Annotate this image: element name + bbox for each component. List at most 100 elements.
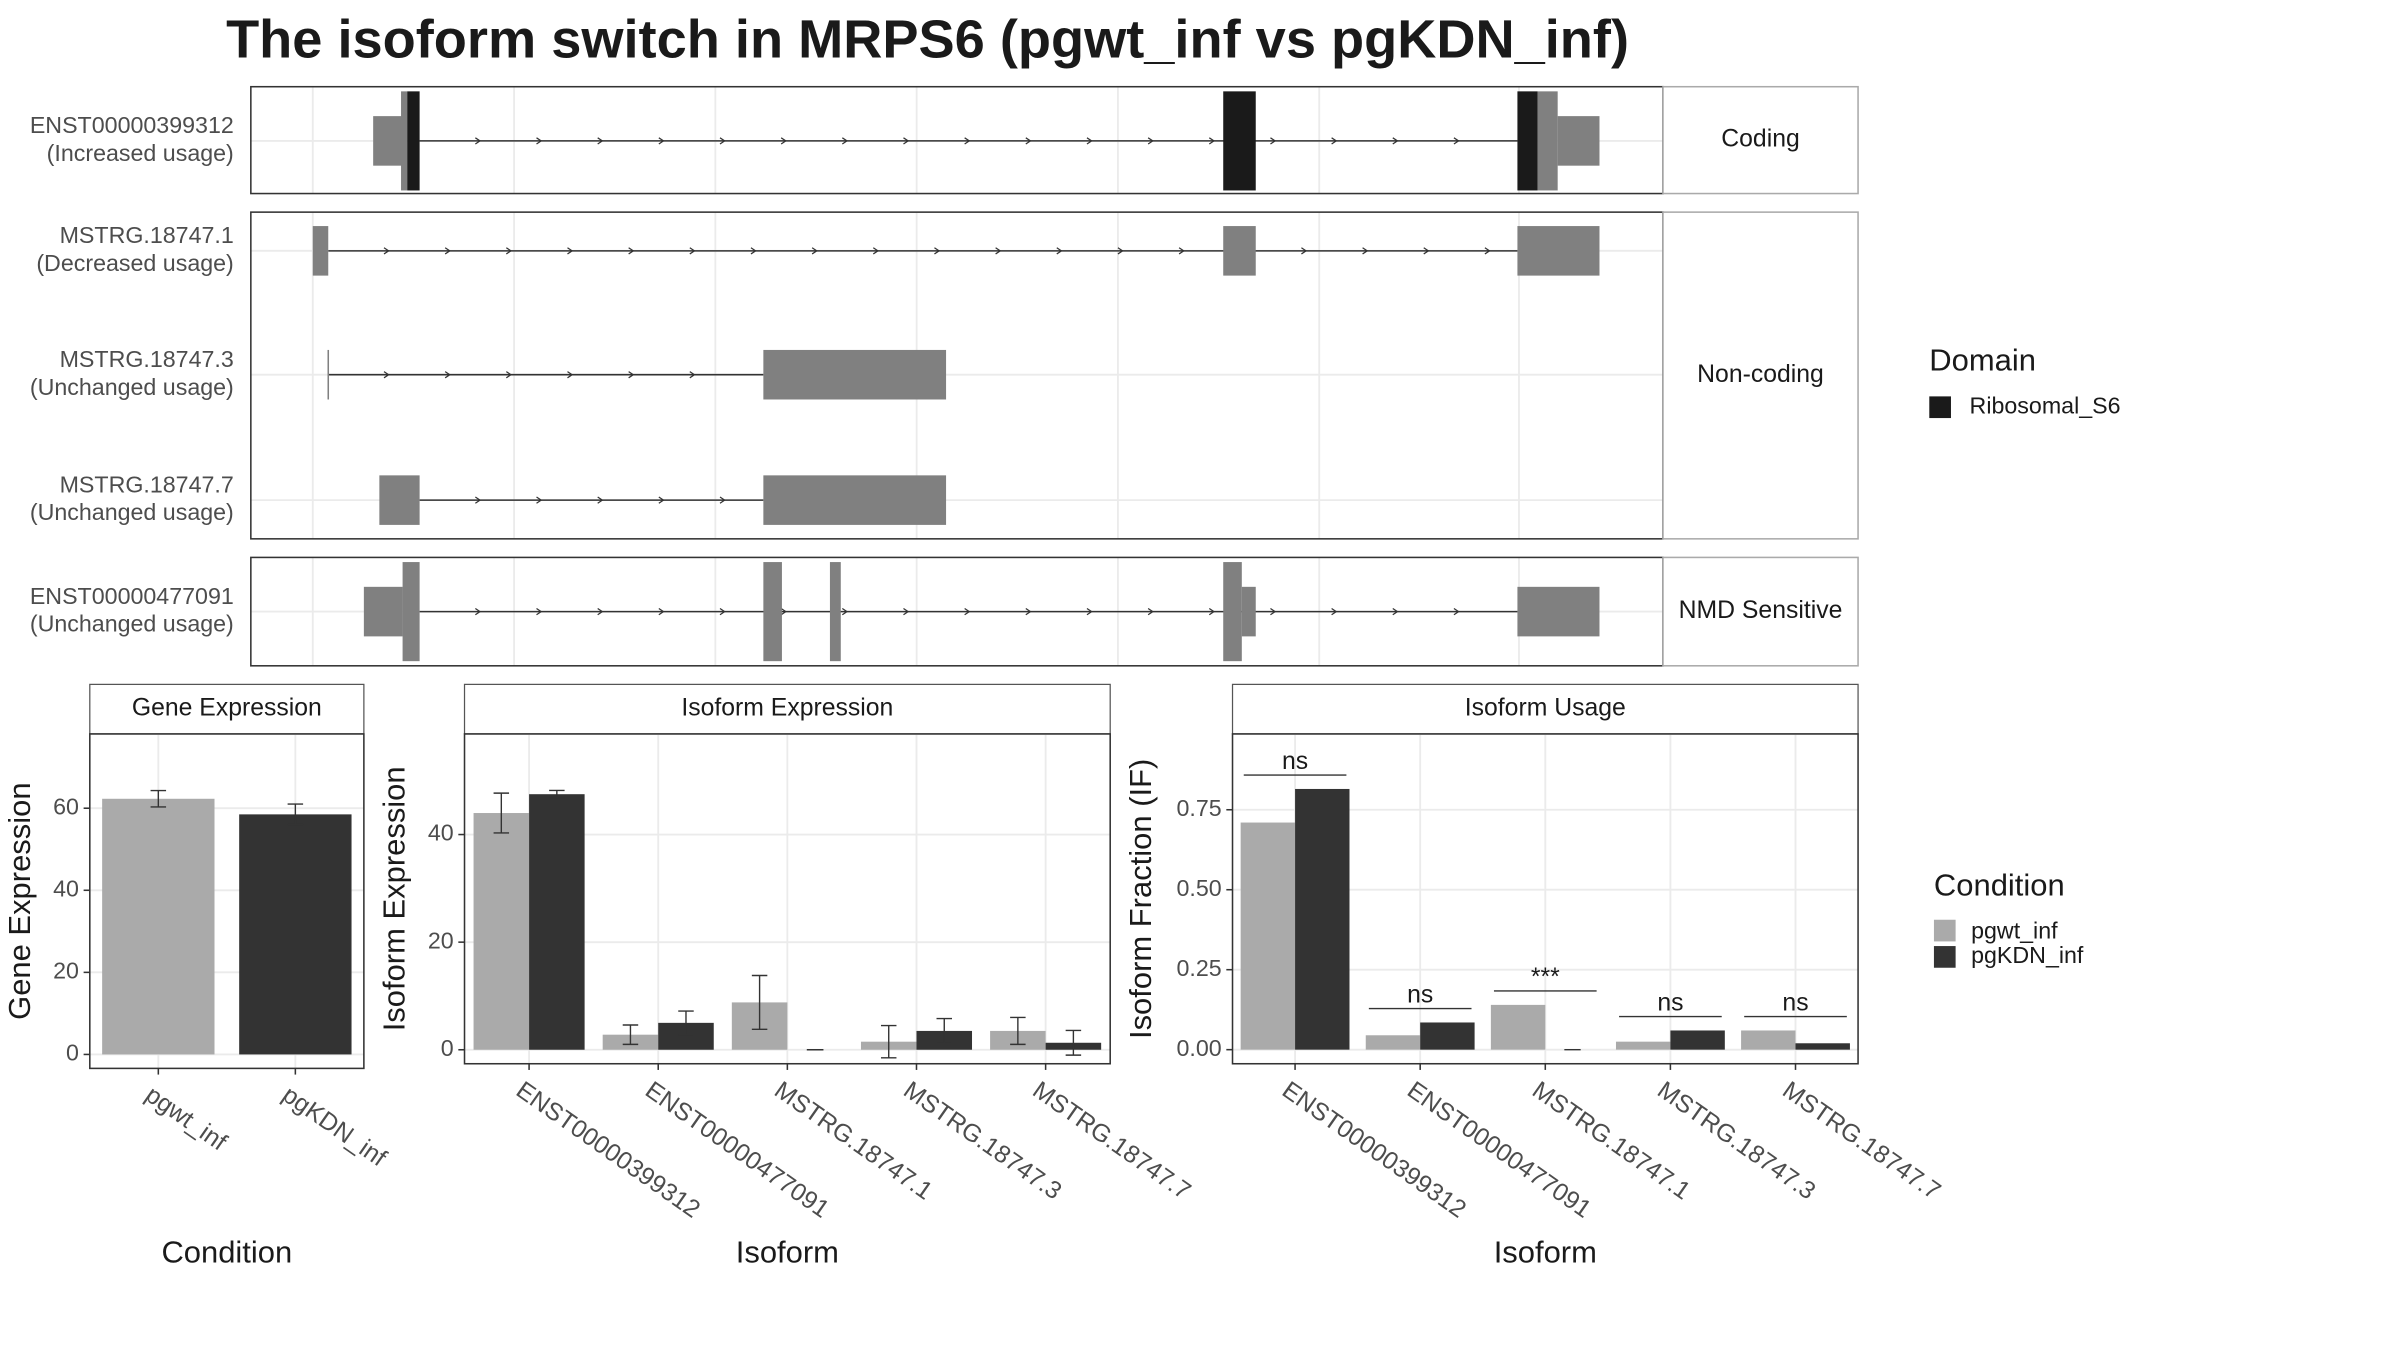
bar xyxy=(1240,822,1296,1050)
strand-arrow xyxy=(1484,247,1491,255)
bar xyxy=(1615,1041,1671,1050)
strand-arrow xyxy=(1086,137,1093,145)
strand-arrow xyxy=(1453,608,1460,616)
strip xyxy=(1662,211,1859,540)
strip xyxy=(89,683,365,735)
transcript-name: ENST00000399312 xyxy=(30,112,234,138)
x-tick-label: pgKDN_inf xyxy=(277,1081,391,1172)
y-tick-label: 0 xyxy=(66,1040,79,1066)
strand-arrow xyxy=(1362,247,1369,255)
exon xyxy=(763,475,947,525)
error-bar xyxy=(936,1017,952,1044)
legend-title: Domain xyxy=(1929,342,2036,377)
exon xyxy=(402,562,420,662)
strand-arrow xyxy=(475,137,482,145)
error-bar xyxy=(1065,1029,1082,1056)
x-axis-label: Isoform xyxy=(736,1234,839,1269)
strand-arrow xyxy=(505,371,513,379)
bar xyxy=(1490,1004,1546,1050)
strand-arrow xyxy=(383,247,390,255)
strand-arrow xyxy=(444,247,451,255)
strand-arrow xyxy=(689,371,696,379)
strand-arrow xyxy=(475,496,482,504)
bar xyxy=(1295,788,1350,1050)
y-tick-label: 40 xyxy=(428,820,454,846)
strand-arrow xyxy=(903,608,910,616)
y-tick-label: 0 xyxy=(441,1035,454,1061)
exon xyxy=(1223,226,1256,276)
strand-arrow xyxy=(689,247,696,255)
strand-arrow xyxy=(1178,247,1185,255)
error-bar xyxy=(678,1010,694,1036)
significance-label: *** xyxy=(1531,964,1560,991)
panel-border xyxy=(89,733,365,1070)
strip-label: Gene Expression xyxy=(132,695,322,722)
strand-arrow xyxy=(750,247,757,255)
exon xyxy=(401,91,408,191)
strand-arrow xyxy=(536,608,543,616)
x-axis-label: Isoform xyxy=(1494,1234,1597,1269)
strand-arrow xyxy=(1423,247,1430,255)
x-axis-label: Condition xyxy=(161,1234,292,1269)
transcript-usage: (Unchanged usage) xyxy=(30,374,234,400)
exon xyxy=(763,562,782,662)
bar xyxy=(1420,1022,1475,1050)
y-tick-label: 60 xyxy=(53,793,79,819)
strand-arrow xyxy=(658,137,665,145)
transcript-name: MSTRG.18747.1 xyxy=(60,222,234,248)
strand-arrow xyxy=(780,137,787,145)
strand-arrow xyxy=(1270,137,1277,145)
strand-arrow xyxy=(444,371,451,379)
significance-label: ns xyxy=(1282,748,1308,775)
strand-arrow xyxy=(658,496,665,504)
strand-arrow xyxy=(1392,137,1399,145)
strand-arrow xyxy=(1208,608,1216,616)
figure-title: The isoform switch in MRPS6 (pgwt_inf vs… xyxy=(226,10,1629,70)
transcript-name: ENST00000477091 xyxy=(30,583,234,609)
strand-arrow xyxy=(719,496,726,504)
strand-arrow xyxy=(536,496,543,504)
error-bar xyxy=(549,789,565,799)
strand-arrow xyxy=(1117,247,1124,255)
strand-arrow xyxy=(964,137,971,145)
strand-arrow xyxy=(658,608,665,616)
legend-label: pgKDN_inf xyxy=(1971,942,2084,968)
strip xyxy=(1662,85,1859,195)
strip xyxy=(463,683,1111,735)
strand-arrow xyxy=(780,608,787,616)
y-axis-label: Isoform Fraction (IF) xyxy=(1123,759,1158,1039)
strand-arrow xyxy=(475,608,482,616)
strip-label: Isoform Expression xyxy=(681,695,893,722)
strand-arrow xyxy=(1147,137,1154,145)
exon xyxy=(1241,586,1256,637)
exon xyxy=(407,91,420,191)
strand-arrow xyxy=(567,371,574,379)
exon xyxy=(1537,91,1558,191)
strand-arrow xyxy=(964,608,971,616)
bar xyxy=(473,813,530,1050)
strand-arrow xyxy=(597,608,604,616)
strip-label: Isoform Usage xyxy=(1465,695,1626,722)
bar xyxy=(1741,1030,1796,1050)
transcript-name: MSTRG.18747.3 xyxy=(60,346,234,372)
strand-arrow xyxy=(1025,137,1032,145)
strand-arrow xyxy=(1301,247,1308,255)
transcript-usage: (Decreased usage) xyxy=(36,250,233,276)
transcript-usage: (Unchanged usage) xyxy=(30,499,234,525)
exon xyxy=(1517,226,1600,276)
y-tick-label: 0.75 xyxy=(1176,795,1221,821)
legend-swatch xyxy=(1933,946,1956,968)
strand-arrow xyxy=(872,247,880,255)
strand-arrow xyxy=(1453,137,1460,145)
strand-arrow xyxy=(995,247,1002,255)
strand-arrow xyxy=(1331,608,1338,616)
bar xyxy=(1795,1043,1850,1050)
error-bar xyxy=(622,1024,639,1046)
strip-label: Coding xyxy=(1721,126,1799,153)
error-bar xyxy=(880,1024,897,1059)
strand-arrow xyxy=(1056,247,1063,255)
error-bar xyxy=(493,792,510,834)
strand-arrow xyxy=(597,137,604,145)
